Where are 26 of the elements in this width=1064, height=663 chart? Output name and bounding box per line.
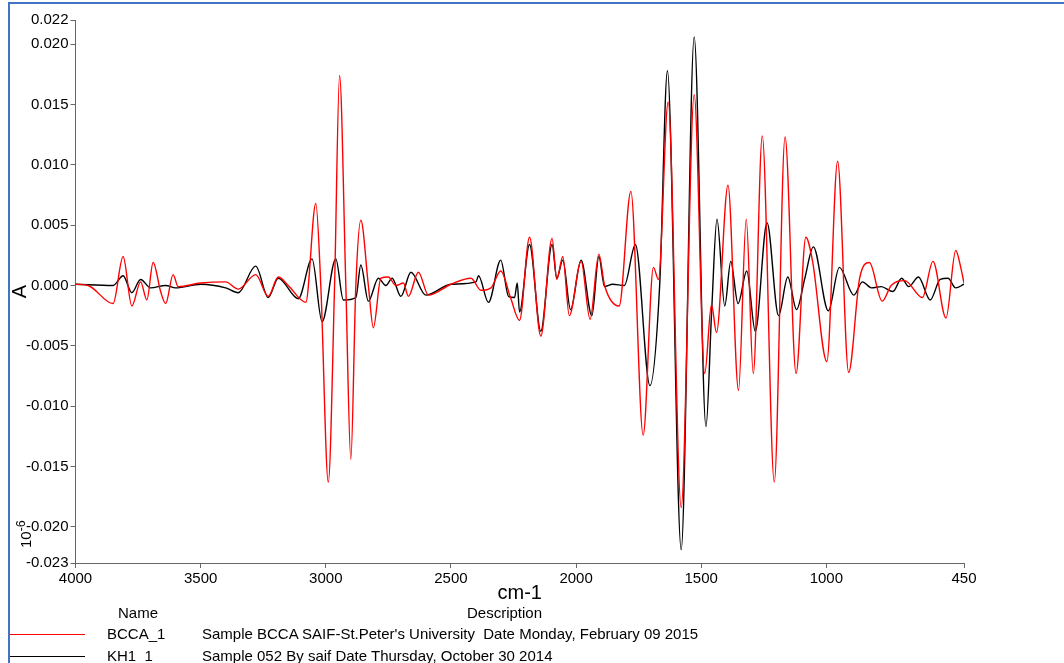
y-tick-label: -0.023 xyxy=(25,553,69,571)
y-tick-label: 0.015 xyxy=(30,94,69,112)
y-axis-title: A xyxy=(7,284,30,299)
text: Sample BCCA SAIF-St.Peter's University Date Monday, February 09 2015 xyxy=(202,625,699,642)
x-tick-label: 450 xyxy=(951,569,977,587)
x-tick-label: 1000 xyxy=(809,569,844,587)
x-tick-label: 2000 xyxy=(559,569,593,587)
y-tick-label: 0.022 xyxy=(30,10,69,28)
legend-label: KH1_1 xyxy=(107,647,153,663)
x-tick-label: 4000 xyxy=(58,569,93,587)
y-tick-label: 0.000 xyxy=(30,275,69,293)
x-tick-label: 3500 xyxy=(183,569,218,587)
x-tick-label: 3000 xyxy=(309,569,343,587)
y-tick-label: 0.010 xyxy=(30,154,69,172)
line-series xyxy=(75,74,964,509)
y-tick-label: 0.005 xyxy=(30,215,69,233)
legend-title: Name xyxy=(118,604,159,621)
y-tick-label: -0.005 xyxy=(25,335,69,353)
y-tick-label: -0.015 xyxy=(25,456,69,474)
text: Description xyxy=(467,604,543,621)
x-tick-label: 2500 xyxy=(434,569,468,587)
x-tick-label: 1500 xyxy=(684,569,718,587)
x-axis-title: cm-1 xyxy=(497,580,542,603)
legend-label: BCCA_1 xyxy=(107,625,166,642)
y-tick-label: -0.010 xyxy=(25,396,69,414)
y-tick-label: 0.020 xyxy=(30,34,69,52)
